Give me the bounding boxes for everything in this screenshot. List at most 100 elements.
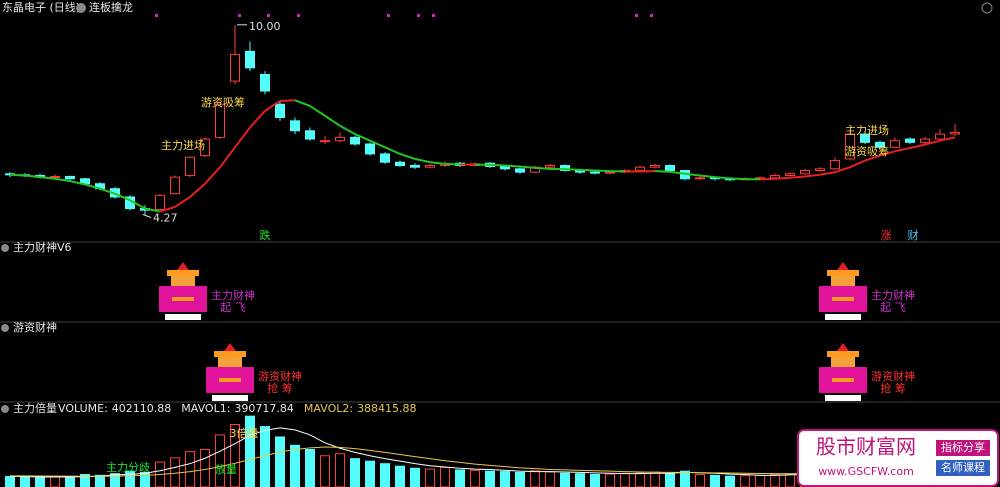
candle-body <box>170 176 180 195</box>
candle-body <box>590 171 600 174</box>
icon-hat <box>837 262 849 270</box>
candle-body <box>785 173 795 176</box>
panel-icon <box>1 405 9 413</box>
annotation: 游资吸筹 <box>845 144 889 158</box>
ma-line <box>819 171 836 176</box>
volume-bar <box>530 470 540 487</box>
ma-line <box>759 177 776 181</box>
candle-body <box>395 161 405 167</box>
icon-base <box>165 314 201 320</box>
ma-line <box>54 177 71 183</box>
volume-bar <box>725 475 735 487</box>
volume-bar <box>740 475 750 487</box>
ma-line <box>69 180 86 186</box>
signal-label: 抢 筹 <box>880 381 906 395</box>
icon-belt <box>832 378 854 382</box>
ma-line <box>99 187 116 195</box>
stock-title: 东晶电子 (日线) <box>2 0 80 14</box>
ma-line <box>114 192 131 202</box>
icon-hat-brim <box>827 351 859 357</box>
annotation: 财 <box>908 228 919 242</box>
volume-bar <box>95 474 105 487</box>
volume-bar <box>650 471 660 487</box>
volume-bar <box>455 469 465 487</box>
volume-bar <box>635 472 645 487</box>
ma-line <box>39 176 56 180</box>
candle-body <box>200 138 210 157</box>
ma-line <box>249 110 266 129</box>
ma-line <box>909 143 926 149</box>
candle-body <box>365 143 375 155</box>
legend-name: MAVOL1: <box>181 402 230 415</box>
ma-line <box>654 170 671 173</box>
volume-bar <box>230 424 240 487</box>
panel-title: 主力倍量 <box>13 401 57 415</box>
ma-line <box>684 172 701 177</box>
legend-name: MAVOL2: <box>304 402 353 415</box>
candle-body <box>560 165 570 171</box>
ma-line <box>519 165 536 169</box>
ma-line <box>564 168 581 171</box>
ma-line <box>264 100 281 112</box>
volume-bar <box>500 471 510 487</box>
icon-hat-brim <box>827 270 859 276</box>
volume-bar <box>215 434 225 487</box>
indicator-name: 连板擒龙 <box>89 0 133 14</box>
legend-value: 390717.84 <box>234 402 294 415</box>
signal-label: 主力财神 <box>211 288 255 302</box>
ma-line <box>714 176 731 180</box>
ma-line <box>924 139 941 146</box>
annotation: 3倍量 <box>230 426 259 440</box>
ma-line <box>849 159 866 169</box>
ma-line <box>594 169 611 173</box>
legend-value: 402110.88 <box>112 402 172 415</box>
icon-belt <box>219 378 241 382</box>
candle-body <box>185 156 195 176</box>
ma-line <box>369 139 386 149</box>
ma-line <box>699 174 716 179</box>
candle-body <box>890 140 900 148</box>
candle-body <box>350 136 360 145</box>
panel-title: 游资财神 <box>13 320 57 334</box>
volume-bar <box>515 471 525 487</box>
volume-bar <box>470 469 480 487</box>
volume-bar <box>680 470 690 487</box>
icon-hat <box>177 262 189 270</box>
low-label: 4.27 <box>153 212 178 225</box>
ma-line <box>174 196 191 208</box>
volume-bar <box>80 474 90 487</box>
panel-title: 主力财神V6 <box>13 240 72 254</box>
volume-bar <box>185 451 195 487</box>
candle-body <box>275 103 285 119</box>
volume-bar <box>605 473 615 487</box>
candle-body <box>320 140 330 143</box>
volume-bar <box>380 463 390 487</box>
volume-bar <box>350 458 360 487</box>
ma-line <box>669 170 686 175</box>
volume-bar <box>410 467 420 487</box>
candle-body <box>830 160 840 170</box>
volume-bar <box>365 460 375 487</box>
volume-bar <box>335 453 345 487</box>
watermark-tag[interactable]: 指标分享 <box>941 440 985 454</box>
ma-line <box>774 176 791 180</box>
ma-line <box>84 183 101 190</box>
ma-line <box>864 154 881 162</box>
volume-bar <box>575 473 585 487</box>
icon-hat <box>837 343 849 351</box>
annotation: 主力进场 <box>161 138 205 152</box>
settings-icon[interactable] <box>981 2 993 14</box>
ma-line <box>219 146 236 168</box>
watermark-tag[interactable]: 名师课程 <box>941 460 985 474</box>
candle-body <box>410 165 420 168</box>
caishen-icon <box>819 262 867 320</box>
annotation: 涨 <box>881 229 892 242</box>
candle-body <box>65 175 75 180</box>
annotation: 游资吸筹 <box>201 95 245 109</box>
candle-body <box>770 174 780 179</box>
volume-bar <box>425 468 435 487</box>
ma-line <box>489 163 506 167</box>
candle-body <box>260 73 270 92</box>
panel-icon <box>1 244 9 252</box>
